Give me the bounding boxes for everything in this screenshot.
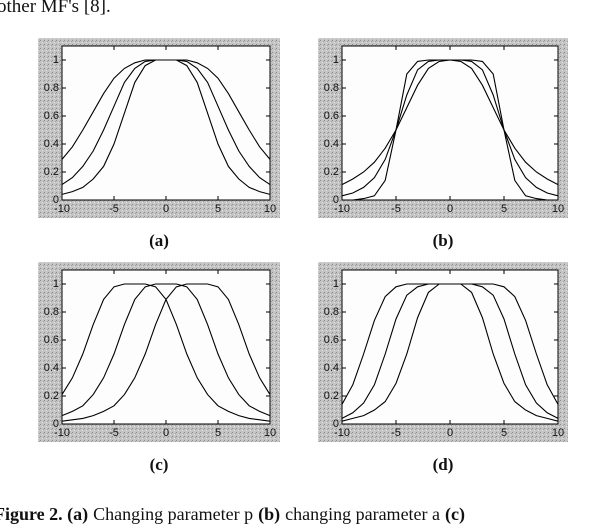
y-tick-label: 1 <box>333 278 339 290</box>
y-tick-label: 0.4 <box>324 138 339 150</box>
x-tick-label: 10 <box>552 427 564 439</box>
y-tick-label: 0.4 <box>44 362 59 374</box>
figure-caption: Figure 2. (a) Changing parameter p (b) chan… <box>0 504 470 525</box>
y-tick-label: 0 <box>53 194 59 206</box>
caption-part: (b) <box>258 504 281 524</box>
plot-area <box>61 45 271 201</box>
panel-label: (d) <box>433 455 454 474</box>
x-tick-label: -5 <box>109 203 119 215</box>
x-tick-label: 10 <box>264 427 276 439</box>
curve <box>342 59 558 201</box>
caption-part: Figure 2. (a) <box>0 504 89 524</box>
curve <box>61 59 271 195</box>
curve <box>61 283 271 422</box>
y-tick-label: 0.4 <box>44 138 59 150</box>
x-tick-label: -10 <box>54 203 70 215</box>
y-tick-label: 1 <box>53 54 59 66</box>
x-tick-label: -10 <box>334 427 350 439</box>
y-tick-label: 1 <box>333 54 339 66</box>
plot-area <box>61 269 271 425</box>
y-tick-label: 0.8 <box>44 82 59 94</box>
plot-area <box>341 45 559 201</box>
caption-part: changing parameter a <box>285 504 441 524</box>
plot-area <box>341 269 559 425</box>
y-tick-label: 0.8 <box>324 306 339 318</box>
caption-part: (c) <box>445 504 466 524</box>
x-tick-label: 0 <box>163 427 169 439</box>
x-tick-label: 0 <box>447 427 453 439</box>
header-text: other MF's [8]. <box>0 0 111 17</box>
y-tick-label: 0 <box>53 418 59 430</box>
x-tick-label: -5 <box>109 427 119 439</box>
y-tick-label: 0.2 <box>324 166 339 178</box>
panel-label: (a) <box>149 231 169 250</box>
y-tick-label: 0.2 <box>324 390 339 402</box>
x-tick-label: -10 <box>54 427 70 439</box>
y-tick-label: 0 <box>333 418 339 430</box>
x-tick-label: 5 <box>215 203 221 215</box>
y-tick-label: 0.8 <box>324 82 339 94</box>
x-tick-label: 10 <box>264 203 276 215</box>
x-tick-label: -5 <box>391 203 401 215</box>
y-tick-label: 0.6 <box>324 110 339 122</box>
y-tick-label: 0.6 <box>324 334 339 346</box>
y-tick-label: 0.2 <box>44 390 59 402</box>
panel-label: (b) <box>433 231 454 250</box>
panel-label: (c) <box>150 455 169 474</box>
y-tick-label: 1 <box>53 278 59 290</box>
y-tick-label: 0.2 <box>44 166 59 178</box>
curve <box>341 283 559 422</box>
y-tick-label: 0.6 <box>44 334 59 346</box>
x-tick-label: 5 <box>501 203 507 215</box>
x-tick-label: -5 <box>391 427 401 439</box>
x-tick-label: 0 <box>163 203 169 215</box>
x-tick-label: -10 <box>334 203 350 215</box>
y-tick-label: 0.6 <box>44 110 59 122</box>
caption-part: Changing parameter p <box>93 504 254 524</box>
x-tick-label: 5 <box>501 427 507 439</box>
x-tick-label: 10 <box>552 203 564 215</box>
y-tick-label: 0 <box>333 194 339 206</box>
y-tick-label: 0.8 <box>44 306 59 318</box>
curve <box>61 283 271 417</box>
y-tick-label: 0.4 <box>324 362 339 374</box>
x-tick-label: 0 <box>447 203 453 215</box>
x-tick-label: 5 <box>215 427 221 439</box>
